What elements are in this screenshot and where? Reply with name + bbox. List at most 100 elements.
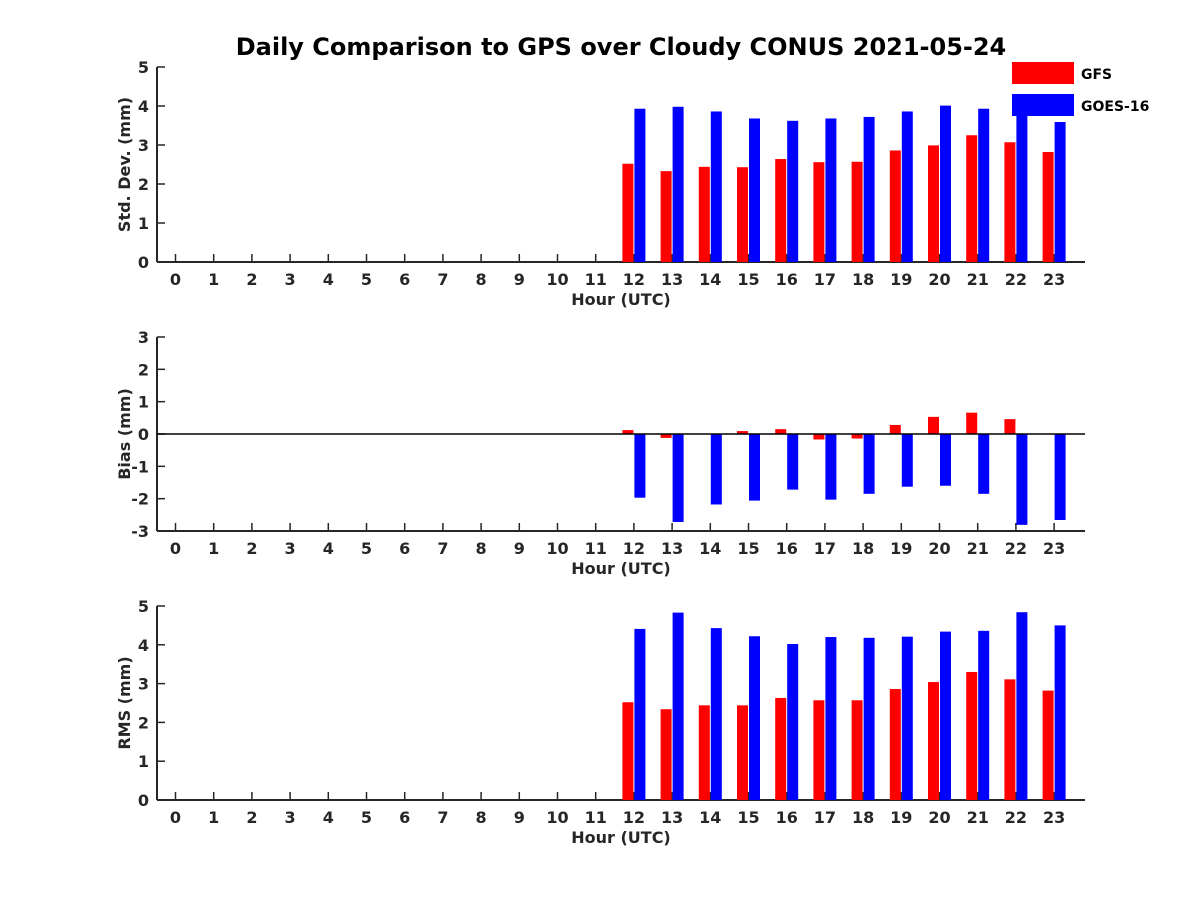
y-tick-label: 1 <box>138 752 149 771</box>
x-tick-label: 3 <box>285 539 296 558</box>
bar-goes-16-hour-19 <box>901 434 913 487</box>
bar-goes-16-hour-12 <box>634 108 646 262</box>
bar-goes-16-hour-13 <box>672 434 684 522</box>
x-tick-label: 20 <box>928 270 950 289</box>
x-tick-label: 16 <box>776 539 798 558</box>
x-tick-label: 2 <box>246 539 257 558</box>
x-axis-label: Hour (UTC) <box>571 559 671 578</box>
bar-gfs-hour-22 <box>1004 679 1016 800</box>
x-tick-label: 12 <box>623 808 645 827</box>
x-tick-label: 14 <box>699 539 721 558</box>
x-tick-label: 22 <box>1005 808 1027 827</box>
x-tick-label: 2 <box>246 270 257 289</box>
bar-gfs-hour-12 <box>622 702 634 800</box>
x-tick-label: 14 <box>699 808 721 827</box>
y-tick-label: 2 <box>138 713 149 732</box>
bar-gfs-hour-13 <box>660 434 672 438</box>
bar-gfs-hour-18 <box>851 434 863 439</box>
x-tick-label: 15 <box>737 808 759 827</box>
x-tick-label: 10 <box>546 539 568 558</box>
bar-gfs-hour-21 <box>966 135 978 262</box>
bar-goes-16-hour-22 <box>1016 109 1028 263</box>
y-tick-label: -3 <box>131 522 149 541</box>
bar-goes-16-hour-14 <box>710 111 722 263</box>
x-tick-label: 19 <box>890 539 912 558</box>
bar-goes-16-hour-21 <box>978 108 990 262</box>
x-tick-label: 1 <box>208 539 219 558</box>
bar-goes-16-hour-13 <box>672 612 684 800</box>
x-tick-label: 0 <box>170 539 181 558</box>
bar-gfs-hour-20 <box>928 145 939 262</box>
bar-goes-16-hour-22 <box>1016 612 1028 800</box>
x-tick-label: 0 <box>170 808 181 827</box>
bar-gfs-hour-22 <box>1004 142 1016 262</box>
bar-gfs-hour-15 <box>737 705 748 800</box>
x-tick-label: 17 <box>814 539 836 558</box>
legend-label-goes-16: GOES-16 <box>1081 99 1149 115</box>
x-tick-label: 6 <box>399 808 410 827</box>
bar-gfs-hour-19 <box>889 689 901 800</box>
x-tick-label: 23 <box>1043 270 1065 289</box>
x-tick-label: 10 <box>546 808 568 827</box>
bar-gfs-hour-13 <box>660 709 672 800</box>
y-tick-label: 2 <box>138 175 149 194</box>
x-tick-label: 2 <box>246 808 257 827</box>
x-tick-label: 4 <box>323 270 334 289</box>
bar-gfs-hour-22 <box>1004 419 1016 434</box>
x-tick-label: 19 <box>890 808 912 827</box>
bar-goes-16-hour-21 <box>978 434 990 494</box>
bar-gfs-hour-23 <box>1042 690 1054 800</box>
bar-goes-16-hour-20 <box>940 631 951 800</box>
x-axis-label: Hour (UTC) <box>571 828 671 847</box>
y-tick-label: -2 <box>131 490 149 509</box>
bar-goes-16-hour-12 <box>634 434 646 498</box>
bar-gfs-hour-17 <box>813 162 825 262</box>
bar-gfs-hour-15 <box>737 431 748 434</box>
x-tick-label: 18 <box>852 539 874 558</box>
y-tick-label: 5 <box>138 58 149 77</box>
bar-gfs-hour-21 <box>966 412 978 434</box>
x-tick-label: 6 <box>399 270 410 289</box>
x-tick-label: 18 <box>852 808 874 827</box>
x-tick-label: 4 <box>323 539 334 558</box>
x-tick-label: 16 <box>776 808 798 827</box>
bar-gfs-hour-17 <box>813 700 825 800</box>
x-tick-label: 14 <box>699 270 721 289</box>
bar-gfs-hour-16 <box>775 159 787 262</box>
bar-goes-16-hour-16 <box>787 434 799 490</box>
bar-goes-16-hour-23 <box>1054 121 1066 263</box>
bar-gfs-hour-19 <box>889 150 901 262</box>
x-tick-label: 23 <box>1043 539 1065 558</box>
y-axis-label: Bias (mm) <box>115 388 134 480</box>
x-tick-label: 12 <box>623 539 645 558</box>
x-tick-label: 22 <box>1005 539 1027 558</box>
x-tick-label: 7 <box>437 539 448 558</box>
bar-goes-16-hour-16 <box>787 644 799 800</box>
legend: GFS GOES-16 <box>1012 62 1149 116</box>
bar-gfs-hour-13 <box>660 171 672 262</box>
bar-goes-16-hour-21 <box>978 630 990 800</box>
legend-label-gfs: GFS <box>1081 67 1112 83</box>
x-tick-label: 23 <box>1043 808 1065 827</box>
x-tick-label: 9 <box>514 539 525 558</box>
x-tick-label: 13 <box>661 270 683 289</box>
x-tick-label: 19 <box>890 270 912 289</box>
x-tick-label: 17 <box>814 270 836 289</box>
y-tick-label: -1 <box>131 457 149 476</box>
y-axis-label: Std. Dev. (mm) <box>115 97 134 232</box>
bar-goes-16-hour-20 <box>940 105 951 262</box>
x-tick-label: 3 <box>285 808 296 827</box>
x-tick-label: 20 <box>928 808 950 827</box>
bar-goes-16-hour-13 <box>672 106 684 262</box>
bar-gfs-hour-21 <box>966 671 978 800</box>
bar-goes-16-hour-18 <box>863 637 875 800</box>
x-tick-label: 21 <box>967 808 989 827</box>
y-tick-label: 1 <box>138 393 149 412</box>
x-tick-label: 20 <box>928 539 950 558</box>
x-tick-label: 10 <box>546 270 568 289</box>
y-tick-label: 4 <box>138 636 149 655</box>
x-tick-label: 21 <box>967 270 989 289</box>
